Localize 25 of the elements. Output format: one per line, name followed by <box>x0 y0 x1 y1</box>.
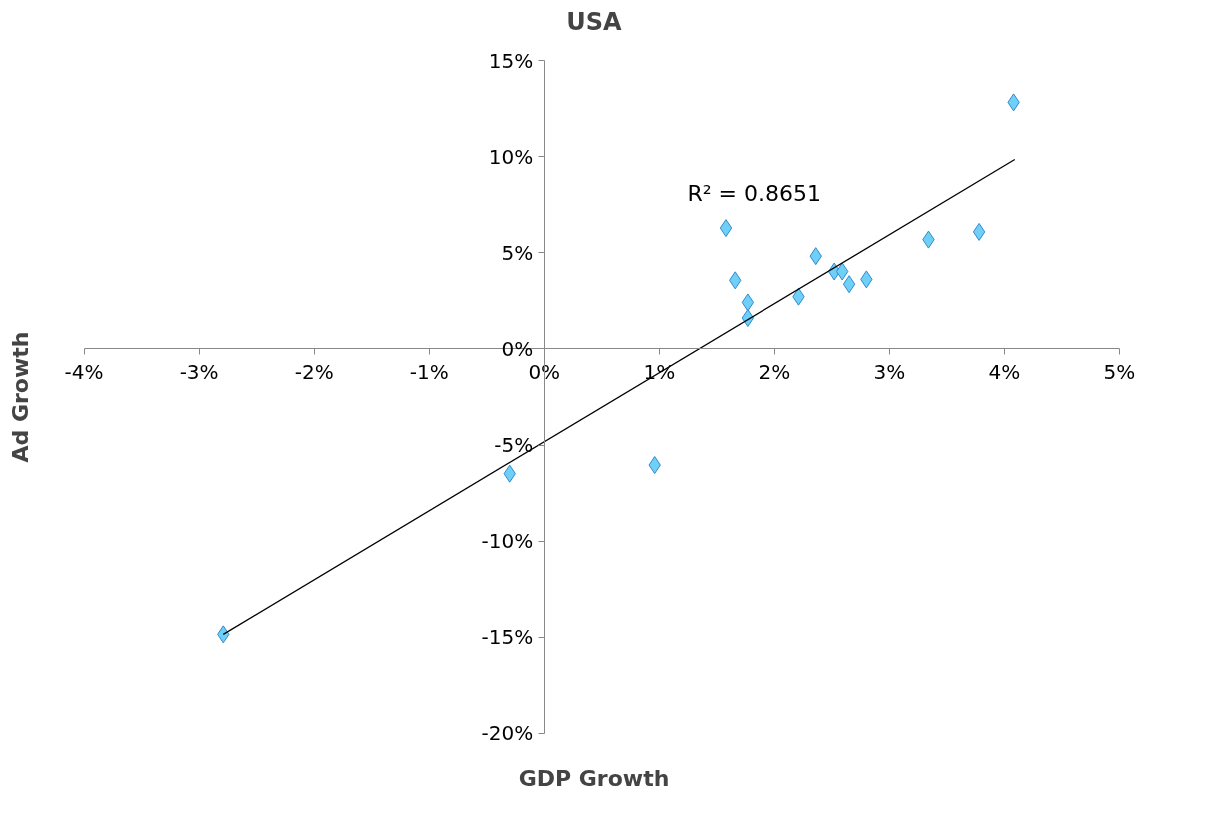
x-tick-label: 2% <box>758 359 791 384</box>
y-axis-title: Ad Growth <box>7 331 33 463</box>
y-tick-label: -20% <box>481 721 534 746</box>
x-tick-label: 5% <box>1103 359 1136 384</box>
x-axis-title: GDP Growth <box>518 765 670 791</box>
point <box>842 275 856 294</box>
point <box>719 219 733 238</box>
chart-title: USA <box>566 7 623 36</box>
x-tick-label: -3% <box>179 359 219 384</box>
y-tick-label: -15% <box>481 625 534 650</box>
y-tick-label: 10% <box>488 144 534 169</box>
x-tick-label: 4% <box>988 359 1021 384</box>
y-tick-label: 15% <box>488 48 534 73</box>
y-tick-label: 0% <box>501 336 534 361</box>
x-tick-label: -1% <box>409 359 449 384</box>
x-tick-label: -2% <box>294 359 334 384</box>
x-tick-label: 3% <box>873 359 906 384</box>
y-tick-label: -5% <box>494 433 534 458</box>
point <box>741 293 755 312</box>
y-tick-label: -10% <box>481 529 534 554</box>
point <box>972 222 986 241</box>
annotation: R² = 0.8651 <box>687 181 822 206</box>
x-tick-label: -4% <box>64 359 104 384</box>
y-tick-label: 5% <box>501 240 534 265</box>
x-tick-label: 0% <box>528 359 561 384</box>
